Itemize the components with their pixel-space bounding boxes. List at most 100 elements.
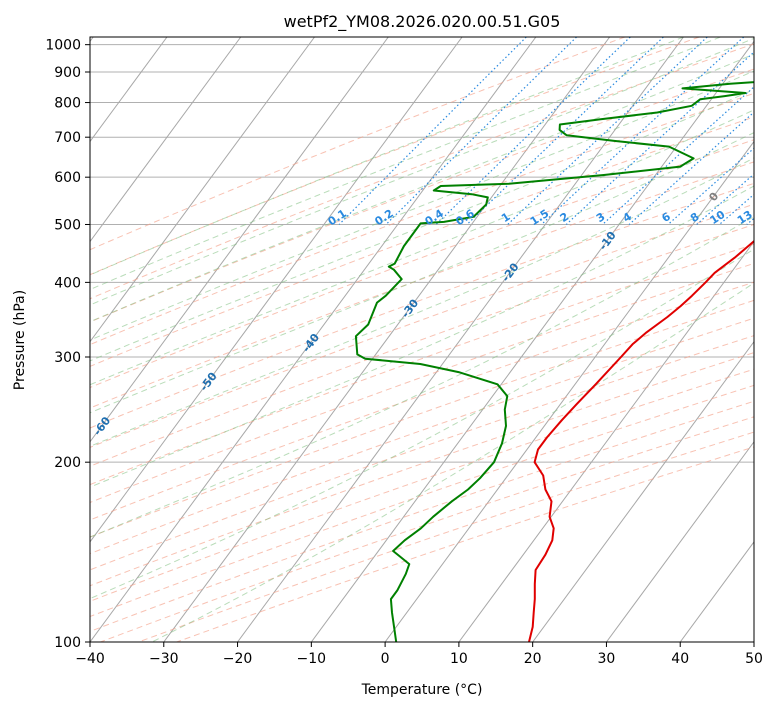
background-lines: [90, 37, 775, 642]
mixing-ratio-line: [435, 37, 631, 225]
moist-adiabat-line: [151, 282, 754, 642]
isotherm-label: -20: [499, 260, 522, 284]
moist-adiabat-line: [90, 157, 754, 447]
isotherm-line: [384, 140, 754, 642]
isotherm-line: [237, 37, 684, 642]
moist-adiabat-line: [90, 248, 754, 600]
mixing-ratio-line: [602, 86, 754, 225]
dry-adiabat-line: [90, 281, 754, 521]
dry-adiabat-line: [90, 299, 754, 538]
dry-adiabat-line: [90, 352, 754, 587]
dry-adiabat-line: [90, 262, 754, 504]
isotherm-line: [458, 240, 754, 642]
dry-adiabat-line: [90, 243, 754, 486]
moist-adiabat-line: [90, 109, 754, 386]
plot-frame: [89, 36, 755, 643]
isotherm-label: -10: [596, 229, 619, 253]
dry-adiabat-line: [90, 400, 754, 632]
axes: −40 −30 −20 −10 0 10 20 30 40 5010020030040050060…: [45, 38, 763, 667]
series-layer: [354, 81, 754, 642]
chart-title: wetPf2_YM08.2026.020.00.51.G05: [284, 12, 561, 32]
x-axis-label: Temperature (°C): [361, 682, 483, 698]
moist-adiabat-line: [90, 215, 754, 538]
dry-adiabat-line: [90, 92, 754, 346]
dry-adiabat-line: [90, 43, 754, 300]
mixing-ratio-line: [466, 37, 664, 225]
dry-adiabat-line: [90, 68, 754, 323]
mixing-ratio-label: 13: [735, 208, 755, 227]
y-tick-label: 300: [54, 350, 81, 366]
dry-adiabat-line: [90, 139, 754, 389]
y-tick-label: 800: [54, 96, 81, 112]
y-tick-label: 500: [54, 217, 81, 233]
isotherm-label: -70: [0, 466, 1, 490]
y-tick-label: 700: [54, 130, 81, 146]
mixing-ratio-label: 0.2: [372, 207, 395, 229]
x-tick-label: 50: [745, 651, 763, 667]
mixing-ratio-label: 1: [499, 210, 513, 225]
isotherm-label: -60: [91, 414, 114, 438]
x-tick-label: 10: [450, 651, 468, 667]
y-tick-label: 1000: [45, 38, 81, 54]
y-tick-label: 200: [54, 455, 81, 471]
moist-adiabat-line: [90, 37, 721, 291]
y-axis-label: Pressure (hPa): [12, 290, 28, 390]
mixing-ratio-line: [507, 37, 708, 225]
isotherm-line: [753, 641, 754, 642]
isotherm-line: [90, 37, 242, 243]
isotherm-line: [310, 40, 754, 642]
dry-adiabat-line: [90, 37, 700, 276]
mixing-ratio-line: [338, 37, 527, 225]
dry-adiabat-line: [138, 431, 754, 642]
y-tick-label: 900: [54, 65, 81, 81]
moist-adiabat-line: [90, 53, 754, 323]
x-tick-label: 0: [381, 651, 390, 667]
moist-adiabat-line: [90, 37, 754, 306]
mixing-ratio-label: 16: [757, 208, 775, 227]
moist-adiabat-line: [90, 185, 754, 488]
y-tick-label: 400: [54, 275, 81, 291]
dry-adiabat-line: [90, 37, 626, 251]
isotherm-label: -40: [300, 331, 323, 355]
mixing-ratio-label: 1.5: [528, 207, 551, 229]
isotherm-line: [90, 37, 537, 642]
x-tick-label: −10: [297, 651, 327, 667]
dry-adiabat-line: [90, 223, 754, 467]
x-tick-label: −20: [223, 651, 253, 667]
moist-adiabat-line: [90, 70, 754, 341]
dry-adiabat-line: [90, 317, 754, 555]
x-tick-label: 20: [524, 651, 542, 667]
x-tick-label: −40: [75, 651, 105, 667]
dry-adiabat-line: [90, 116, 754, 367]
temperature-profile-line: [528, 239, 754, 642]
dry-adiabat-line: [90, 203, 754, 448]
mixing-ratio-line: [667, 147, 754, 225]
mixing-ratio-line: [769, 37, 775, 225]
mixing-ratio-label: 6: [659, 210, 673, 225]
x-tick-label: −30: [149, 651, 179, 667]
isotherm-line: [606, 440, 754, 642]
x-tick-label: 30: [598, 651, 616, 667]
isotherm-line: [90, 37, 463, 543]
isotherm-line: [679, 541, 754, 642]
mixing-ratio-label: 0.6: [453, 207, 477, 229]
isotherm-line: [90, 37, 168, 143]
moist-adiabat-line: [90, 132, 754, 414]
isotherm-label: -50: [197, 370, 220, 394]
mixing-ratio-line: [628, 111, 754, 225]
x-tick-label: 40: [671, 651, 689, 667]
y-tick-label: 600: [54, 170, 81, 186]
dry-adiabat-line: [90, 182, 754, 429]
y-tick-label: 100: [54, 635, 81, 651]
isotherm-line: [90, 37, 389, 443]
isotherm-line: [90, 37, 315, 343]
moist-adiabat-line: [90, 88, 754, 362]
dewpoint-profile-line: [354, 81, 754, 642]
mixing-ratio-line: [565, 51, 754, 225]
mixing-ratio-label: 3: [594, 210, 608, 225]
dry-adiabat-line: [90, 335, 754, 571]
dry-adiabat-line: [90, 161, 754, 409]
dry-adiabat-line: [90, 384, 754, 618]
isotherm-label: -30: [399, 296, 422, 320]
